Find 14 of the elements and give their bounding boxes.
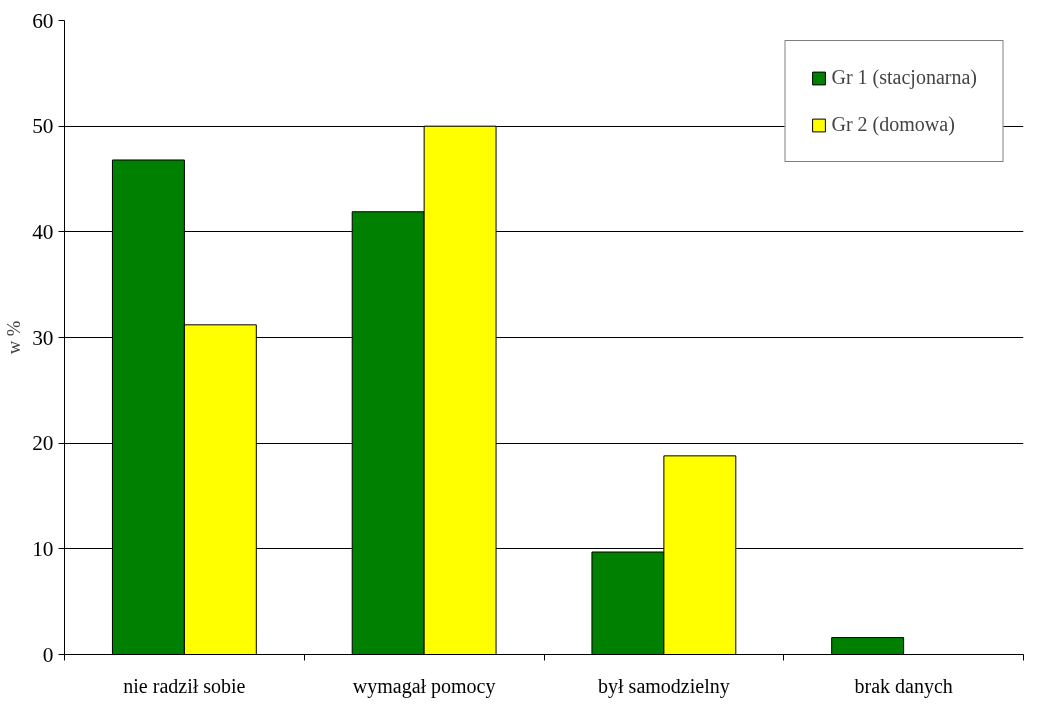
x-tick-label: był samodzielny [598,674,730,698]
x-tick-label: wymagał pomocy [352,674,496,698]
y-tick-label: 40 [32,219,54,244]
legend-label: Gr 1 (stacjonarna) [831,66,977,89]
x-tick-label: nie radził sobie [123,674,246,697]
y-tick-label: 50 [32,114,54,139]
y-tick-label: 30 [32,325,54,350]
y-tick-label: 60 [32,8,54,33]
y-axis-title: w % [3,320,25,355]
x-tick-label: brak danych [854,674,953,698]
legend-label: Gr 2 (domowa) [831,113,955,136]
y-tick-label: 20 [32,431,54,456]
y-tick-label: 10 [32,536,54,561]
y-tick-label: 0 [42,642,54,667]
